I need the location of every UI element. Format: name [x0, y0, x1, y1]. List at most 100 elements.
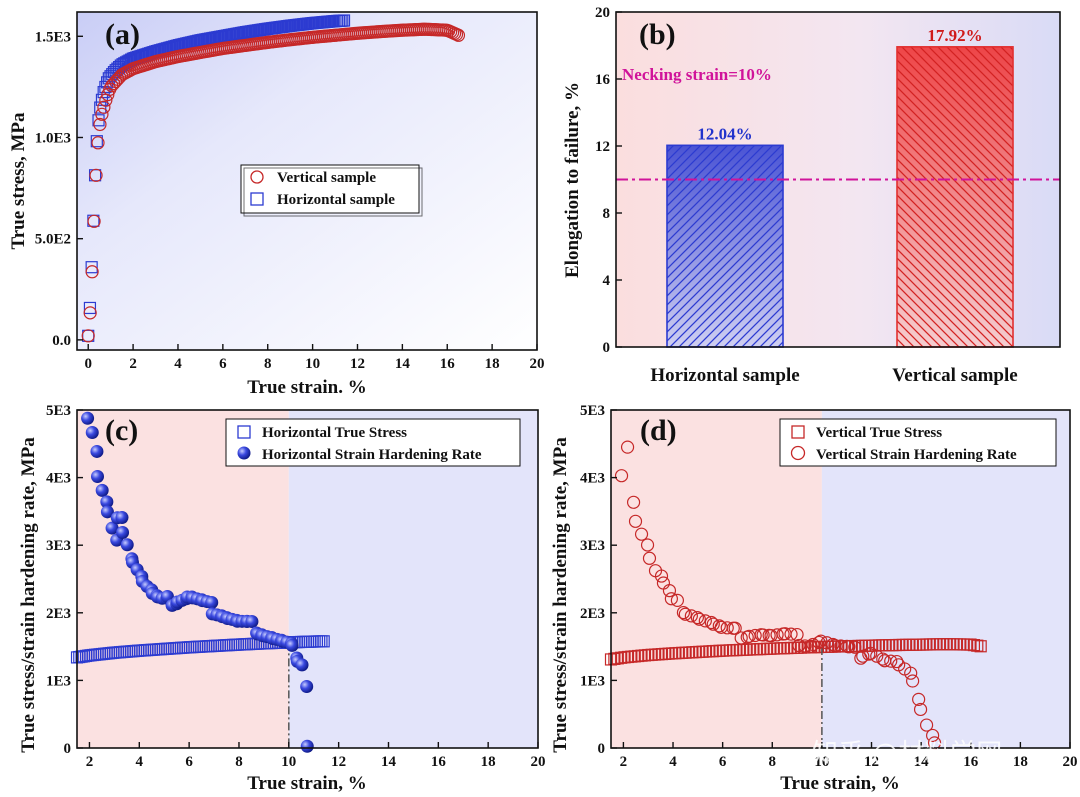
panel-c-x-tick-label: 4 [136, 754, 144, 770]
c-hardening-rate-point [100, 495, 114, 509]
d-hardening-rate-point [884, 654, 898, 668]
vertical-sample-point [89, 168, 103, 182]
panel-a-ylabel: True stress, MPa [8, 112, 29, 250]
d-hardening-rate-point [690, 610, 704, 625]
d-hardening-rate-point [706, 617, 720, 631]
panel-d-legend-stress: Vertical True Stress [816, 425, 942, 441]
panel-c-legend-box [225, 418, 521, 467]
d-hardening-rate-point [913, 702, 928, 717]
c-hardening-rate-point [95, 483, 109, 497]
panel-c-x-tick-label: 18 [481, 754, 496, 770]
vertical-sample-point [83, 306, 97, 320]
panel-b-y-tick-label: 8 [603, 206, 611, 222]
panel-c-xlabel: True strain, % [247, 773, 366, 794]
panel-c-frame [76, 409, 539, 749]
d-hardening-rate-point [912, 692, 926, 706]
panel-d-xlabel: True strain, % [780, 773, 899, 794]
panel-c-x-tick-label: 6 [185, 754, 193, 770]
legend-filled-circle-icon [237, 446, 251, 460]
panel-a-x-tick-label: 0 [84, 356, 92, 372]
c-hardening-rate-point [285, 638, 299, 652]
panel-a-frame [76, 11, 538, 351]
panel-a-xlabel: True strain. % [247, 377, 366, 398]
d-hardening-rate-point [712, 619, 726, 633]
panel-c-legend-rate: Horizontal Strain Hardening Rate [262, 447, 482, 463]
panel-a-y-ticks: 0.0 5.0E2 1.0E3 1.5E3 [35, 29, 83, 349]
panel-d-x-tick-label: 4 [669, 754, 677, 770]
d-hardening-rate-point [848, 640, 862, 654]
panel-c-y-tick-label: 1E3 [46, 673, 71, 689]
d-hardening-rate-point [664, 592, 678, 606]
panel-d-label: (d) [640, 414, 677, 447]
panel-c-x-tick-label: 8 [235, 754, 243, 770]
d-hardening-rate-point [770, 628, 784, 642]
c-hardening-rate-point [300, 739, 314, 753]
d-hardening-rate-point [826, 637, 840, 652]
panel-b-marks: 12.04% 17.92% [616, 26, 1060, 348]
panel-a-x-tick-label: 10 [305, 356, 320, 372]
c-hardening-rate-point [90, 470, 104, 484]
c-hardening-rate-point [90, 444, 104, 458]
panel-a-label: (a) [105, 18, 140, 51]
vertical-sample-point [91, 136, 105, 150]
d-hardening-rate-point [906, 674, 920, 688]
panel-b-label: (b) [639, 18, 676, 51]
d-hardening-rate-point [626, 495, 641, 509]
panel-a-x-tick-label: 18 [485, 356, 500, 372]
panel-b-elongation-bars: 12.04% 17.92% 0 4 8 12 16 20 Horizontal sample… [562, 5, 1061, 386]
panel-c-legend: Horizontal True Stress Horizontal Strain… [225, 418, 521, 467]
c-hardening-rate-point [120, 538, 134, 552]
vertical-sample-point [97, 100, 111, 114]
panel-a-legend-vertical: Vertical sample [277, 170, 376, 186]
panel-c-y-tick-label: 2E3 [46, 606, 71, 622]
panel-d-legend-box [779, 418, 1057, 467]
panel-c-y-ticks: 0 1E3 2E3 3E3 4E3 5E3 [46, 403, 83, 757]
panel-b-necking-label: Necking strain=10% [622, 65, 772, 84]
legend-open-square-icon [791, 425, 805, 439]
vertical-sample-point [95, 107, 109, 121]
d-hardening-rate-point [614, 469, 629, 483]
panel-d-y-tick-label: 1E3 [580, 673, 605, 689]
d-hardening-rate-point [784, 627, 798, 641]
d-hardening-rate-point [734, 631, 748, 645]
panel-d-x-tick-label: 20 [1063, 754, 1078, 770]
panel-d-x-tick-label: 10 [814, 754, 829, 770]
d-hardening-rate-point [720, 621, 734, 635]
panel-c-y-tick-label: 5E3 [46, 403, 71, 419]
panel-b-category-label: Horizontal sample [650, 365, 799, 386]
panel-a-y-tick-label: 1.0E3 [35, 130, 71, 146]
d-hardening-rate-point [890, 654, 904, 669]
d-hardening-rate-point [806, 637, 820, 652]
panel-a-x-tick-label: 20 [530, 356, 545, 372]
panel-d-legend-rate: Vertical Strain Hardening Rate [816, 447, 1017, 463]
panel-d-frame [610, 409, 1071, 749]
c-true-stress-point [317, 635, 330, 648]
panel-c-x-ticks: 2 4 6 8 10 12 14 16 18 20 [86, 742, 546, 770]
legend-open-square-icon [237, 425, 251, 439]
d-hardening-rate-point [919, 718, 934, 732]
d-hardening-rate-point [834, 639, 848, 653]
c-hardening-rate-point [85, 426, 99, 440]
panel-a-legend-shadow [243, 167, 423, 217]
d-hardening-rate-point [812, 635, 826, 650]
d-hardening-rate-point [728, 621, 742, 635]
d-hardening-rate-point [798, 639, 812, 653]
panel-b-y-tick-label: 4 [603, 273, 611, 289]
panel-c-x-tick-label: 2 [86, 754, 94, 770]
panel-c-y-tick-label: 4E3 [46, 471, 71, 487]
panel-d-x-tick-label: 14 [914, 754, 930, 770]
panel-a-x-tick-label: 8 [264, 356, 272, 372]
horizontal-sample-point [83, 301, 97, 315]
c-hardening-rate-point [205, 595, 219, 609]
bar-hatch [667, 145, 783, 347]
d-hardening-rate-point [790, 627, 804, 642]
horizontal-sample-point [337, 14, 351, 27]
vertical-sample-point [85, 265, 99, 279]
panel-a-marks [81, 14, 466, 343]
panel-c-marks [70, 411, 330, 753]
panel-d-x-tick-label: 6 [719, 754, 727, 770]
panel-a-x-tick-label: 12 [350, 356, 365, 372]
panel-a-x-tick-label: 2 [129, 356, 137, 372]
panel-d-y-tick-label: 2E3 [580, 606, 605, 622]
panel-b-y-tick-label: 0 [603, 340, 611, 356]
